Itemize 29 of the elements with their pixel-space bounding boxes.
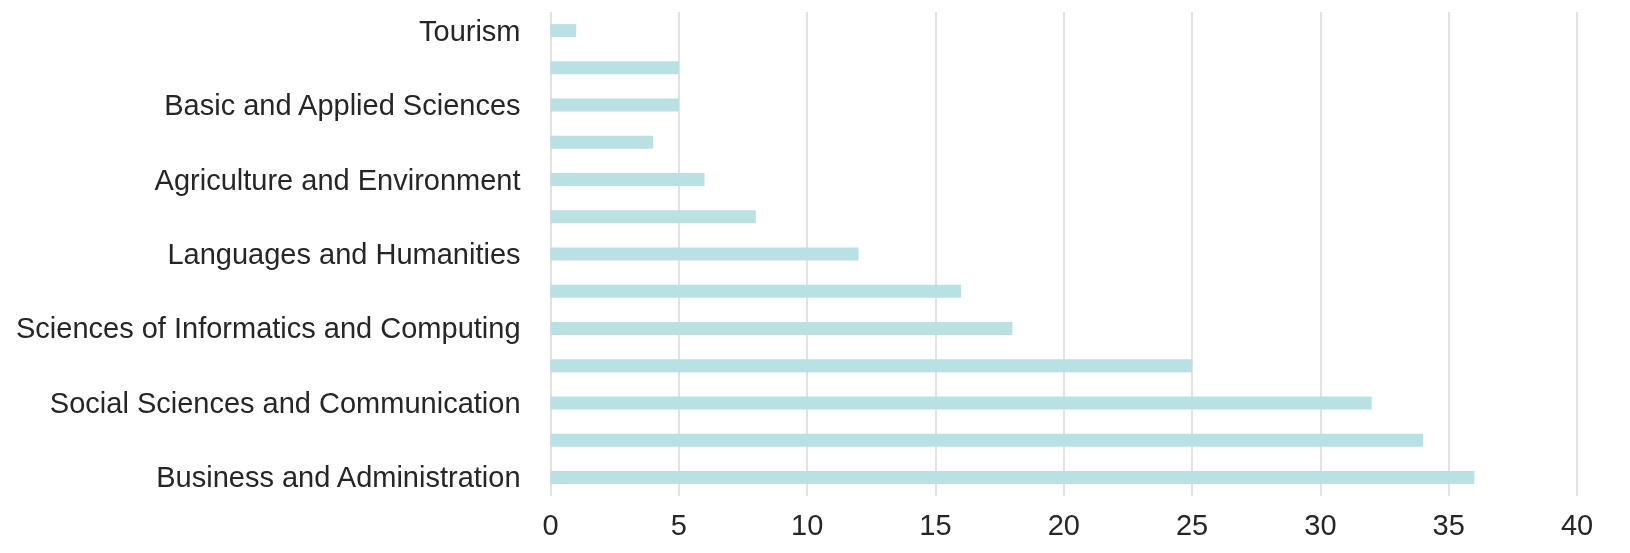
y-tick-label: Basic and Applied Sciences xyxy=(164,89,521,122)
y-tick-label: Social Sciences and Communication xyxy=(49,386,521,419)
x-tick-label: 0 xyxy=(542,508,559,541)
bar xyxy=(550,135,654,149)
x-tick-label: 5 xyxy=(670,508,687,541)
x-tick-label: 10 xyxy=(791,508,824,541)
y-tick-label: Agriculture and Environment xyxy=(154,163,521,196)
bar xyxy=(550,433,1424,447)
bar xyxy=(550,470,1475,484)
x-tick-label: 40 xyxy=(1560,508,1594,541)
y-tick-label: Languages and Humanities xyxy=(167,238,521,270)
x-tick-label: 15 xyxy=(919,508,952,541)
y-tick-label: Sciences of Informatics and Computing xyxy=(16,312,521,345)
y-tick-label: Business and Administration xyxy=(156,461,521,494)
bar xyxy=(550,173,705,187)
bar xyxy=(550,61,679,75)
bar xyxy=(550,321,1013,335)
bar xyxy=(550,247,859,261)
bar xyxy=(550,284,962,298)
y-tick-label: Tourism xyxy=(419,14,521,47)
bar xyxy=(550,210,756,224)
x-tick-label: 20 xyxy=(1047,508,1080,541)
bar xyxy=(550,24,577,38)
x-tick-label: 25 xyxy=(1175,508,1209,541)
bar xyxy=(550,359,1193,373)
bar xyxy=(550,98,679,112)
bar xyxy=(550,396,1372,410)
x-tick-label: 35 xyxy=(1432,508,1465,541)
x-tick-label: 30 xyxy=(1304,508,1337,541)
